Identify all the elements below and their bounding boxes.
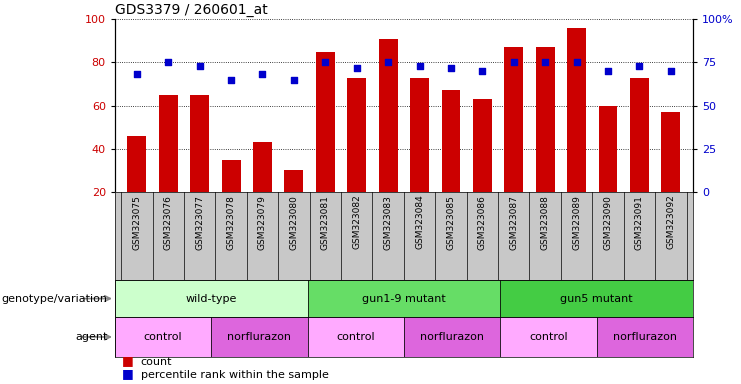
Text: wild-type: wild-type [185, 293, 237, 304]
Text: GSM323081: GSM323081 [321, 195, 330, 250]
Bar [285, 170, 303, 192]
Point [256, 71, 268, 78]
Bar [500, 280, 693, 317]
Point [413, 63, 425, 69]
Bar [404, 317, 500, 357]
Text: control: control [529, 332, 568, 342]
Point [193, 63, 205, 69]
Point [571, 59, 582, 65]
Text: genotype/variation: genotype/variation [1, 293, 107, 304]
Bar [190, 95, 209, 192]
Text: GSM323078: GSM323078 [227, 195, 236, 250]
Bar [442, 91, 460, 192]
Text: ■: ■ [122, 367, 134, 380]
Text: control: control [336, 332, 375, 342]
Point [508, 59, 519, 65]
Bar [662, 112, 680, 192]
Point [602, 68, 614, 74]
Bar [159, 95, 178, 192]
Text: GSM323077: GSM323077 [195, 195, 205, 250]
Point [162, 59, 174, 65]
Text: GSM323080: GSM323080 [290, 195, 299, 250]
Point [445, 65, 457, 71]
Text: norflurazon: norflurazon [227, 332, 291, 342]
Text: agent: agent [75, 332, 107, 342]
Text: GSM323091: GSM323091 [635, 195, 644, 250]
Text: GSM323092: GSM323092 [666, 195, 675, 249]
Text: count: count [141, 357, 173, 367]
Text: GSM323079: GSM323079 [258, 195, 267, 250]
Bar [127, 136, 146, 192]
Text: ■: ■ [122, 354, 134, 367]
Bar [473, 99, 492, 192]
Bar [348, 78, 366, 192]
Point [539, 59, 551, 65]
Text: GSM323082: GSM323082 [352, 195, 361, 249]
Text: gun1-9 mutant: gun1-9 mutant [362, 293, 446, 304]
Text: GSM323087: GSM323087 [509, 195, 518, 250]
Bar [630, 78, 649, 192]
Text: GSM323084: GSM323084 [415, 195, 424, 249]
Point [288, 77, 300, 83]
Bar [597, 317, 693, 357]
Point [382, 59, 394, 65]
Bar [316, 51, 335, 192]
Text: GSM323090: GSM323090 [603, 195, 613, 250]
Bar [505, 47, 523, 192]
Bar [211, 317, 308, 357]
Text: percentile rank within the sample: percentile rank within the sample [141, 370, 329, 380]
Bar [115, 317, 211, 357]
Bar [500, 317, 597, 357]
Text: GSM323086: GSM323086 [478, 195, 487, 250]
Bar [567, 28, 586, 192]
Text: norflurazon: norflurazon [420, 332, 484, 342]
Text: GSM323088: GSM323088 [541, 195, 550, 250]
Text: gun5 mutant: gun5 mutant [560, 293, 633, 304]
Bar [222, 160, 241, 192]
Point [350, 65, 362, 71]
Bar [253, 142, 272, 192]
Text: GSM323089: GSM323089 [572, 195, 581, 250]
Text: GSM323075: GSM323075 [133, 195, 142, 250]
Bar [308, 317, 404, 357]
Text: GDS3379 / 260601_at: GDS3379 / 260601_at [115, 3, 268, 17]
Point [225, 77, 237, 83]
Bar [599, 106, 617, 192]
Point [634, 63, 645, 69]
Bar [410, 78, 429, 192]
Point [665, 68, 677, 74]
Text: GSM323085: GSM323085 [447, 195, 456, 250]
Text: GSM323076: GSM323076 [164, 195, 173, 250]
Text: GSM323083: GSM323083 [384, 195, 393, 250]
Text: control: control [144, 332, 182, 342]
Point [476, 68, 488, 74]
Point [319, 59, 331, 65]
Bar [308, 280, 500, 317]
Bar [115, 280, 308, 317]
Text: norflurazon: norflurazon [613, 332, 677, 342]
Point [131, 71, 143, 78]
Bar [536, 47, 554, 192]
Bar [379, 39, 398, 192]
